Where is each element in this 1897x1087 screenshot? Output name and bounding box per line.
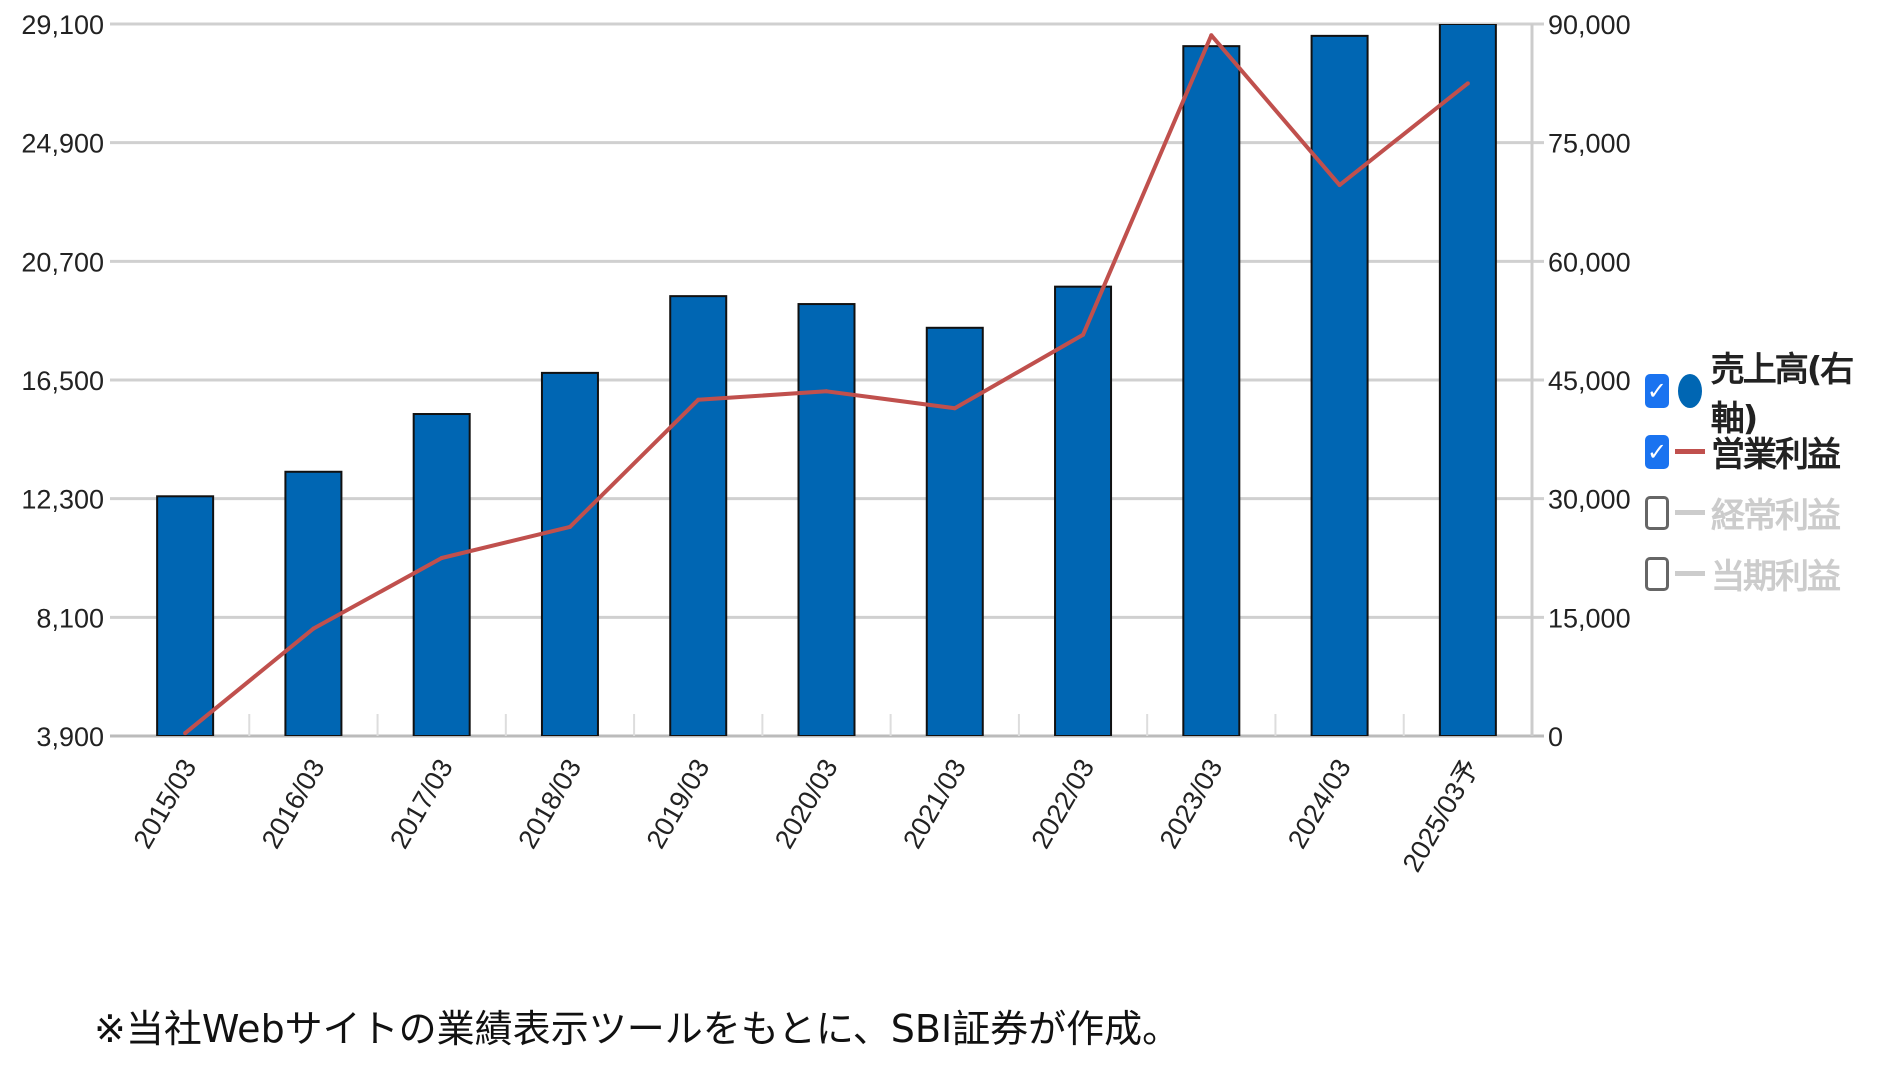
x-axis-tick-label: 2023/03 (1154, 754, 1229, 854)
line-point (952, 406, 957, 411)
legend-item-net-profit[interactable]: 当期利益 (1645, 543, 1897, 604)
legend-item-ordinary-profit[interactable]: 経常利益 (1645, 482, 1897, 543)
x-axis-tick-label: 2024/03 (1282, 754, 1357, 854)
right-axis-tick-label: 15,000 (1548, 603, 1631, 633)
left-axis-tick-label: 29,100 (21, 10, 104, 40)
x-axis-tick-label: 2017/03 (384, 754, 459, 854)
left-axis-tick-label: 20,700 (21, 247, 104, 277)
legend-label: 売上高(右軸) (1710, 349, 1855, 439)
right-axis-tick-label: 0 (1548, 722, 1563, 752)
bar (925, 326, 984, 736)
bar (412, 413, 471, 736)
line-point (1209, 33, 1214, 38)
bar (1182, 45, 1241, 736)
line-point (696, 397, 701, 402)
legend-label: 営業利益 (1711, 435, 1841, 475)
x-axis-tick-label: 2025/03予 (1397, 754, 1485, 877)
x-axis-tick-label: 2022/03 (1025, 754, 1100, 854)
line-marker-icon (1675, 510, 1705, 515)
footnote: ※当社Webサイトの業績表示ツールをもとに、SBI証券が作成。 (94, 1007, 1181, 1051)
checkbox-unchecked[interactable] (1645, 495, 1669, 530)
x-axis-tick-label: 2020/03 (769, 754, 844, 854)
left-axis-tick-label: 8,100 (36, 603, 104, 633)
right-axis-tick-label: 90,000 (1548, 10, 1631, 40)
left-axis-tick-label: 24,900 (21, 129, 104, 159)
legend-label: 経常利益 (1711, 496, 1841, 536)
line-point (824, 389, 829, 394)
x-axis-tick-label: 2015/03 (128, 754, 203, 854)
x-axis-tick-label: 2019/03 (641, 754, 716, 854)
right-axis-tick-label: 75,000 (1548, 129, 1631, 159)
line-point (1337, 183, 1342, 188)
line-point (1465, 81, 1470, 86)
x-axis-tick-label: 2016/03 (256, 754, 331, 854)
legend-label: 当期利益 (1711, 557, 1841, 597)
left-axis-tick-label: 16,500 (21, 366, 104, 396)
line-point (567, 524, 572, 529)
left-axis-tick-label: 12,300 (21, 485, 104, 515)
legend-item-operating-profit[interactable]: ✓ 営業利益 (1645, 421, 1897, 482)
right-axis-tick-label: 60,000 (1548, 247, 1631, 277)
checkbox-unchecked[interactable] (1645, 556, 1669, 591)
right-axis-tick-label: 45,000 (1548, 366, 1631, 396)
line-marker-icon (1675, 571, 1705, 576)
line-point (439, 556, 444, 560)
bar (797, 303, 856, 736)
line-point (1081, 332, 1086, 337)
left-axis-tick-label: 3,900 (36, 722, 104, 752)
bar (284, 470, 343, 736)
legend-item-sales[interactable]: ✓ 売上高(右軸) (1645, 350, 1897, 439)
bar (156, 495, 215, 736)
checkbox-checked[interactable]: ✓ (1645, 434, 1669, 469)
x-axis-tick-label: 2018/03 (512, 754, 587, 854)
bar (1054, 285, 1113, 736)
bar (1438, 24, 1497, 736)
bar (1310, 34, 1369, 736)
right-axis-tick-label: 30,000 (1548, 485, 1631, 515)
line-point (183, 731, 188, 736)
legend: ✓ 売上高(右軸) ✓ 営業利益 経常利益 当期利益 (1645, 350, 1897, 604)
circle-marker-icon (1677, 373, 1702, 408)
line-marker-icon (1675, 449, 1705, 454)
x-axis-tick-label: 2021/03 (897, 754, 972, 854)
plot-area (156, 24, 1497, 736)
bar (540, 371, 599, 736)
bar (669, 295, 728, 736)
line-point (311, 626, 316, 631)
checkbox-checked[interactable]: ✓ (1645, 373, 1669, 408)
